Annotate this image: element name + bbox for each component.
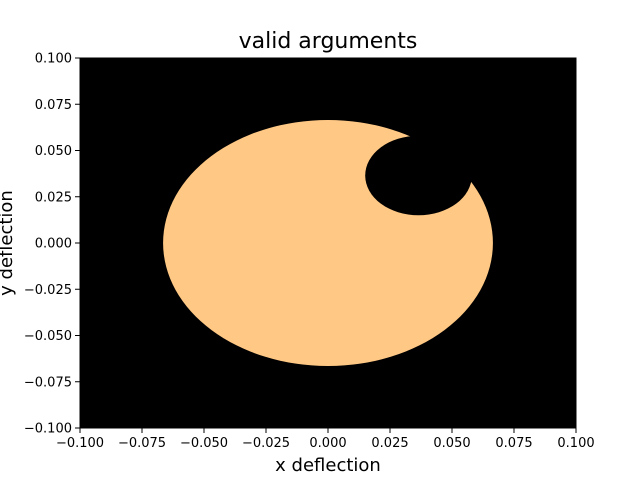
x-axis-title: x deflection (275, 455, 381, 476)
y-tick-label: −0.100 (24, 422, 72, 437)
x-axis: −0.100 −0.075 −0.050 −0.025 0.000 0.025 0.050 0… (56, 428, 595, 451)
y-tick-label: −0.075 (24, 375, 72, 390)
y-tick-label: 0.000 (35, 237, 72, 252)
x-tick-label: 0.075 (495, 436, 532, 451)
y-tick-label: 0.050 (35, 144, 72, 159)
y-tick-label: −0.025 (24, 283, 72, 298)
y-tick-label: 0.100 (35, 52, 72, 67)
chart-title: valid arguments (239, 29, 418, 54)
x-tick-label: 0.100 (557, 436, 594, 451)
x-tick-label: 0.000 (309, 436, 346, 451)
y-tick-label: −0.050 (24, 329, 72, 344)
x-tick-label: −0.025 (242, 436, 290, 451)
x-tick-label: −0.075 (118, 436, 166, 451)
y-tick-label: 0.075 (35, 98, 72, 113)
x-tick-label: −0.100 (56, 436, 104, 451)
valid-region-layer (163, 119, 493, 367)
valid-region (163, 119, 493, 367)
y-axis-title: y deflection (0, 190, 17, 296)
x-tick-label: −0.050 (180, 436, 228, 451)
x-tick-label: 0.025 (371, 436, 408, 451)
y-tick-label: 0.025 (35, 190, 72, 205)
y-axis: −0.100 −0.075 −0.050 −0.025 0.000 0.025 0.050 0… (24, 52, 80, 437)
x-tick-label: 0.050 (433, 436, 470, 451)
